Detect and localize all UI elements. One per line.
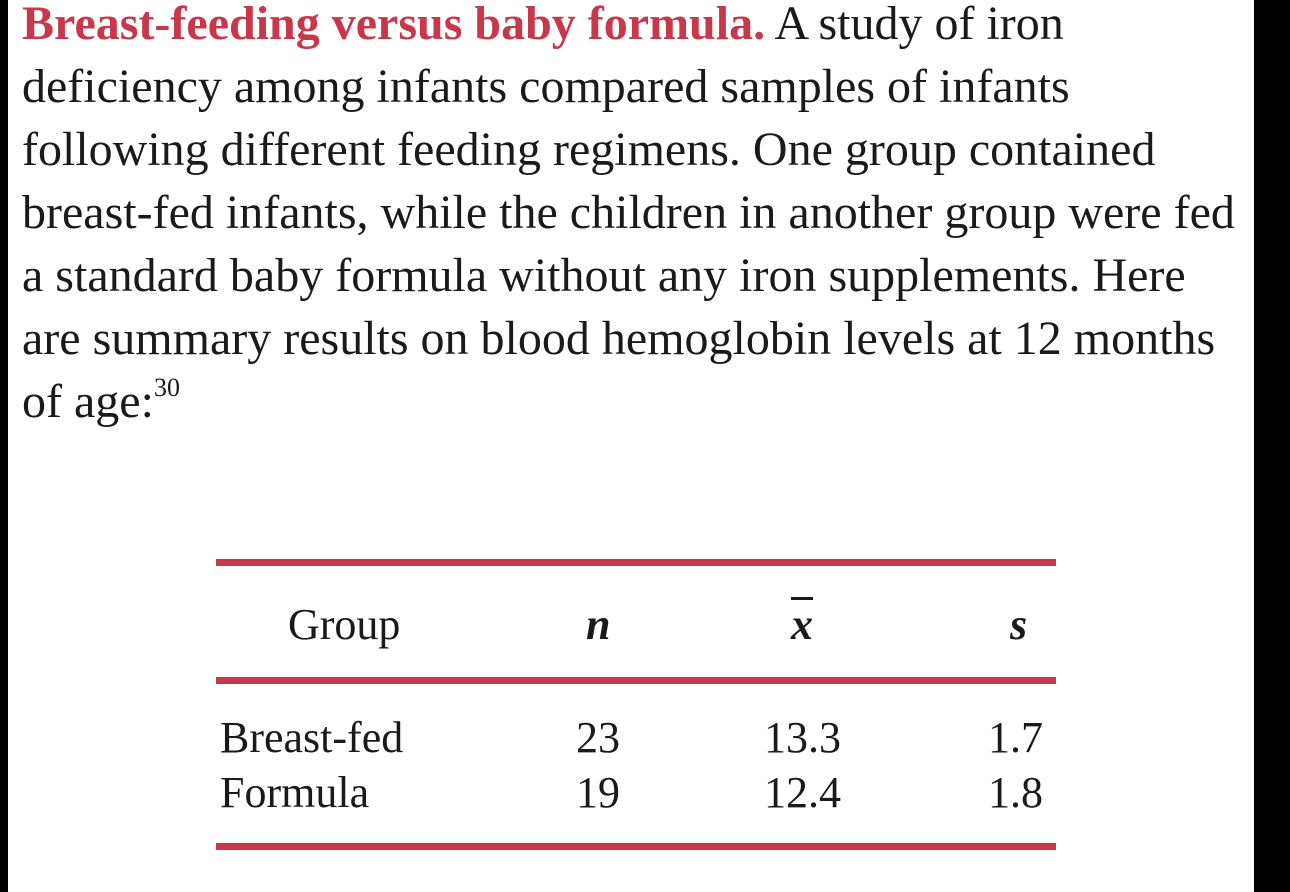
row-breastfed-s: 1.7 bbox=[988, 713, 1043, 762]
table-bottom-rule bbox=[216, 843, 1056, 850]
row-breastfed-n: 23 bbox=[576, 713, 620, 762]
exercise-body: A study of iron deficiency among infants… bbox=[22, 0, 1235, 428]
row-formula-s: 1.8 bbox=[988, 768, 1043, 817]
header-s: s bbox=[1010, 600, 1028, 649]
table-header-rule bbox=[216, 677, 1056, 684]
footnote-ref: 30 bbox=[153, 373, 180, 402]
row-formula-xbar: 12.4 bbox=[764, 768, 841, 817]
row-breastfed-xbar: 13.3 bbox=[764, 713, 841, 762]
row-formula-n: 19 bbox=[576, 768, 620, 817]
header-xbar: x bbox=[791, 600, 813, 649]
table-top-rule bbox=[216, 559, 1056, 566]
header-group: Group bbox=[288, 600, 401, 649]
textbook-page: Breast-feeding versus baby formula. A st… bbox=[8, 0, 1254, 892]
row-breastfed-group: Breast-fed bbox=[220, 713, 404, 762]
row-formula-group: Formula bbox=[220, 768, 370, 817]
exercise-paragraph: Breast-feeding versus baby formula. A st… bbox=[22, 0, 1242, 433]
exercise-title: Breast-feeding versus baby formula. bbox=[22, 0, 766, 50]
header-n: n bbox=[586, 600, 611, 649]
